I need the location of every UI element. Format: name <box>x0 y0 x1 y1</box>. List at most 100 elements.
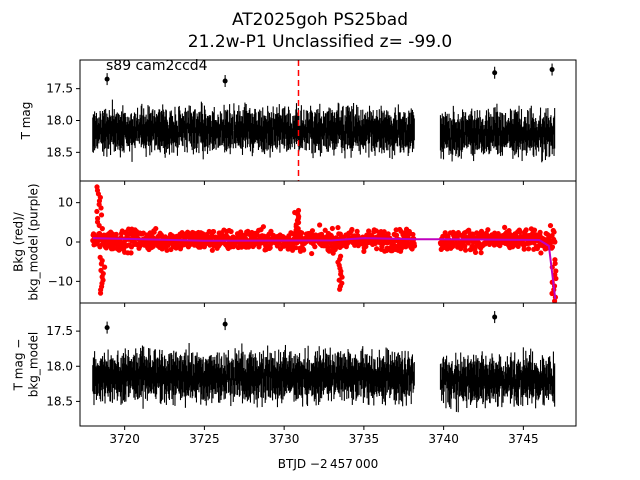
bkg-point <box>309 250 315 257</box>
bkg-point <box>462 243 468 249</box>
bkg-point <box>537 229 543 235</box>
bkg-point <box>293 245 299 251</box>
bkg-model-line <box>92 237 557 300</box>
bottom-xtick-label: 3735 <box>349 432 380 446</box>
bkg-point <box>260 224 267 230</box>
bkg-point <box>517 229 523 235</box>
bottom-outlier-point <box>222 321 228 327</box>
bkg-point <box>322 227 328 233</box>
bottom-data <box>92 311 556 413</box>
top-outlier-point <box>492 70 498 76</box>
panel-bottom: 17.5 18.0 18.5 T mag − bkg_model 3720 3725 3730… <box>12 302 577 446</box>
bkg-point <box>411 243 418 249</box>
bkg-point <box>309 228 316 234</box>
middle-data <box>90 184 559 303</box>
chart-title-line2: 21.2w-P1 Unclassified z= -99.0 <box>187 32 453 52</box>
bkg-point <box>102 264 108 270</box>
bkg-point <box>410 231 416 238</box>
bottom-xtick-label: 3725 <box>189 432 220 446</box>
bkg-point <box>113 231 119 237</box>
bkg-point <box>363 243 369 250</box>
bkg-point <box>349 226 355 233</box>
bkg-point <box>553 275 559 282</box>
top-outlier-point <box>104 76 110 82</box>
bottom-ytick-label: 18.0 <box>46 359 73 373</box>
bkg-point <box>337 231 343 237</box>
bkg-point <box>246 244 252 250</box>
bkg-point <box>268 228 274 234</box>
bottom-ytick-label: 18.5 <box>46 394 73 408</box>
bkg-point <box>337 286 343 292</box>
bkg-point <box>485 227 491 233</box>
bkg-point <box>299 230 305 236</box>
bkg-point <box>549 244 556 250</box>
panel-middle: 10 0 −10 Bkg (red)/bkg_model (purple) <box>12 180 577 307</box>
bkg-point <box>354 228 360 234</box>
bkg-point <box>458 246 464 252</box>
bkg-point <box>521 246 527 252</box>
bkg-point <box>549 290 555 297</box>
bkg-point <box>478 250 484 256</box>
bottom-outlier-point <box>492 314 498 320</box>
top-outlier-point <box>222 78 228 84</box>
bkg-point <box>335 224 341 231</box>
bottom-ytick-label: 17.5 <box>46 324 73 338</box>
bkg-point <box>301 247 307 253</box>
bkg-point <box>374 246 380 252</box>
bkg-point <box>99 226 105 232</box>
bkg-point <box>110 246 116 252</box>
top-ytick-label: 17.5 <box>46 82 73 96</box>
bkg-point <box>552 257 558 263</box>
bkg-point <box>393 232 400 238</box>
bkg-point <box>502 224 508 230</box>
bkg-point <box>295 207 302 214</box>
top-ytick-label: 18.0 <box>46 114 73 128</box>
bkg-point <box>515 243 521 249</box>
bottom-ylabel: T mag − <box>12 339 26 392</box>
top-data <box>92 60 556 181</box>
bottom-xtick-label: 3740 <box>428 432 459 446</box>
bkg-point <box>547 222 554 229</box>
bottom-ylabel: bkg_model <box>27 332 41 398</box>
bkg-point <box>98 261 104 267</box>
middle-ytick-label: 0 <box>65 235 73 249</box>
bkg-point <box>153 225 159 232</box>
bkg-point <box>254 231 260 238</box>
bkg-point <box>228 228 234 235</box>
panel-top: 17.5 18.0 18.5 T mag <box>19 59 577 185</box>
top-ylabel: T mag <box>19 102 33 141</box>
chart-title-line1: AT2025goh PS25bad <box>231 10 408 30</box>
middle-ytick-label: −10 <box>48 274 73 288</box>
sector-annotation: s89 cam2ccd4 <box>106 58 208 74</box>
middle-ytick-label: 10 <box>58 196 73 210</box>
bkg-point <box>472 249 479 255</box>
bkg-point <box>94 208 100 215</box>
bottom-xtick-label: 3720 <box>109 432 140 446</box>
bkg-point <box>538 250 544 256</box>
bkg-point <box>366 228 372 234</box>
bkg-point <box>551 229 557 235</box>
bkg-point <box>525 246 532 252</box>
bkg-point <box>128 250 134 256</box>
top-ytick-label: 18.5 <box>46 145 73 159</box>
bkg-point <box>95 215 101 222</box>
bkg-point <box>164 247 170 253</box>
bkg-point <box>470 231 476 237</box>
bkg-point <box>462 247 469 253</box>
top-outlier-point <box>549 67 555 73</box>
bkg-point <box>385 231 391 237</box>
bkg-point <box>317 222 323 228</box>
bkg-point <box>267 245 273 251</box>
bkg-point <box>96 230 103 237</box>
bkg-point <box>97 290 104 296</box>
bottom-xtick-label: 3745 <box>508 432 539 446</box>
bkg-point <box>552 260 558 267</box>
bkg-point <box>312 244 318 250</box>
bkg-point <box>209 247 215 253</box>
bottom-frame <box>79 302 577 427</box>
bkg-point <box>523 227 529 233</box>
bkg-point <box>381 229 387 235</box>
bkg-point <box>238 229 244 235</box>
bottom-outlier-point <box>104 325 110 331</box>
